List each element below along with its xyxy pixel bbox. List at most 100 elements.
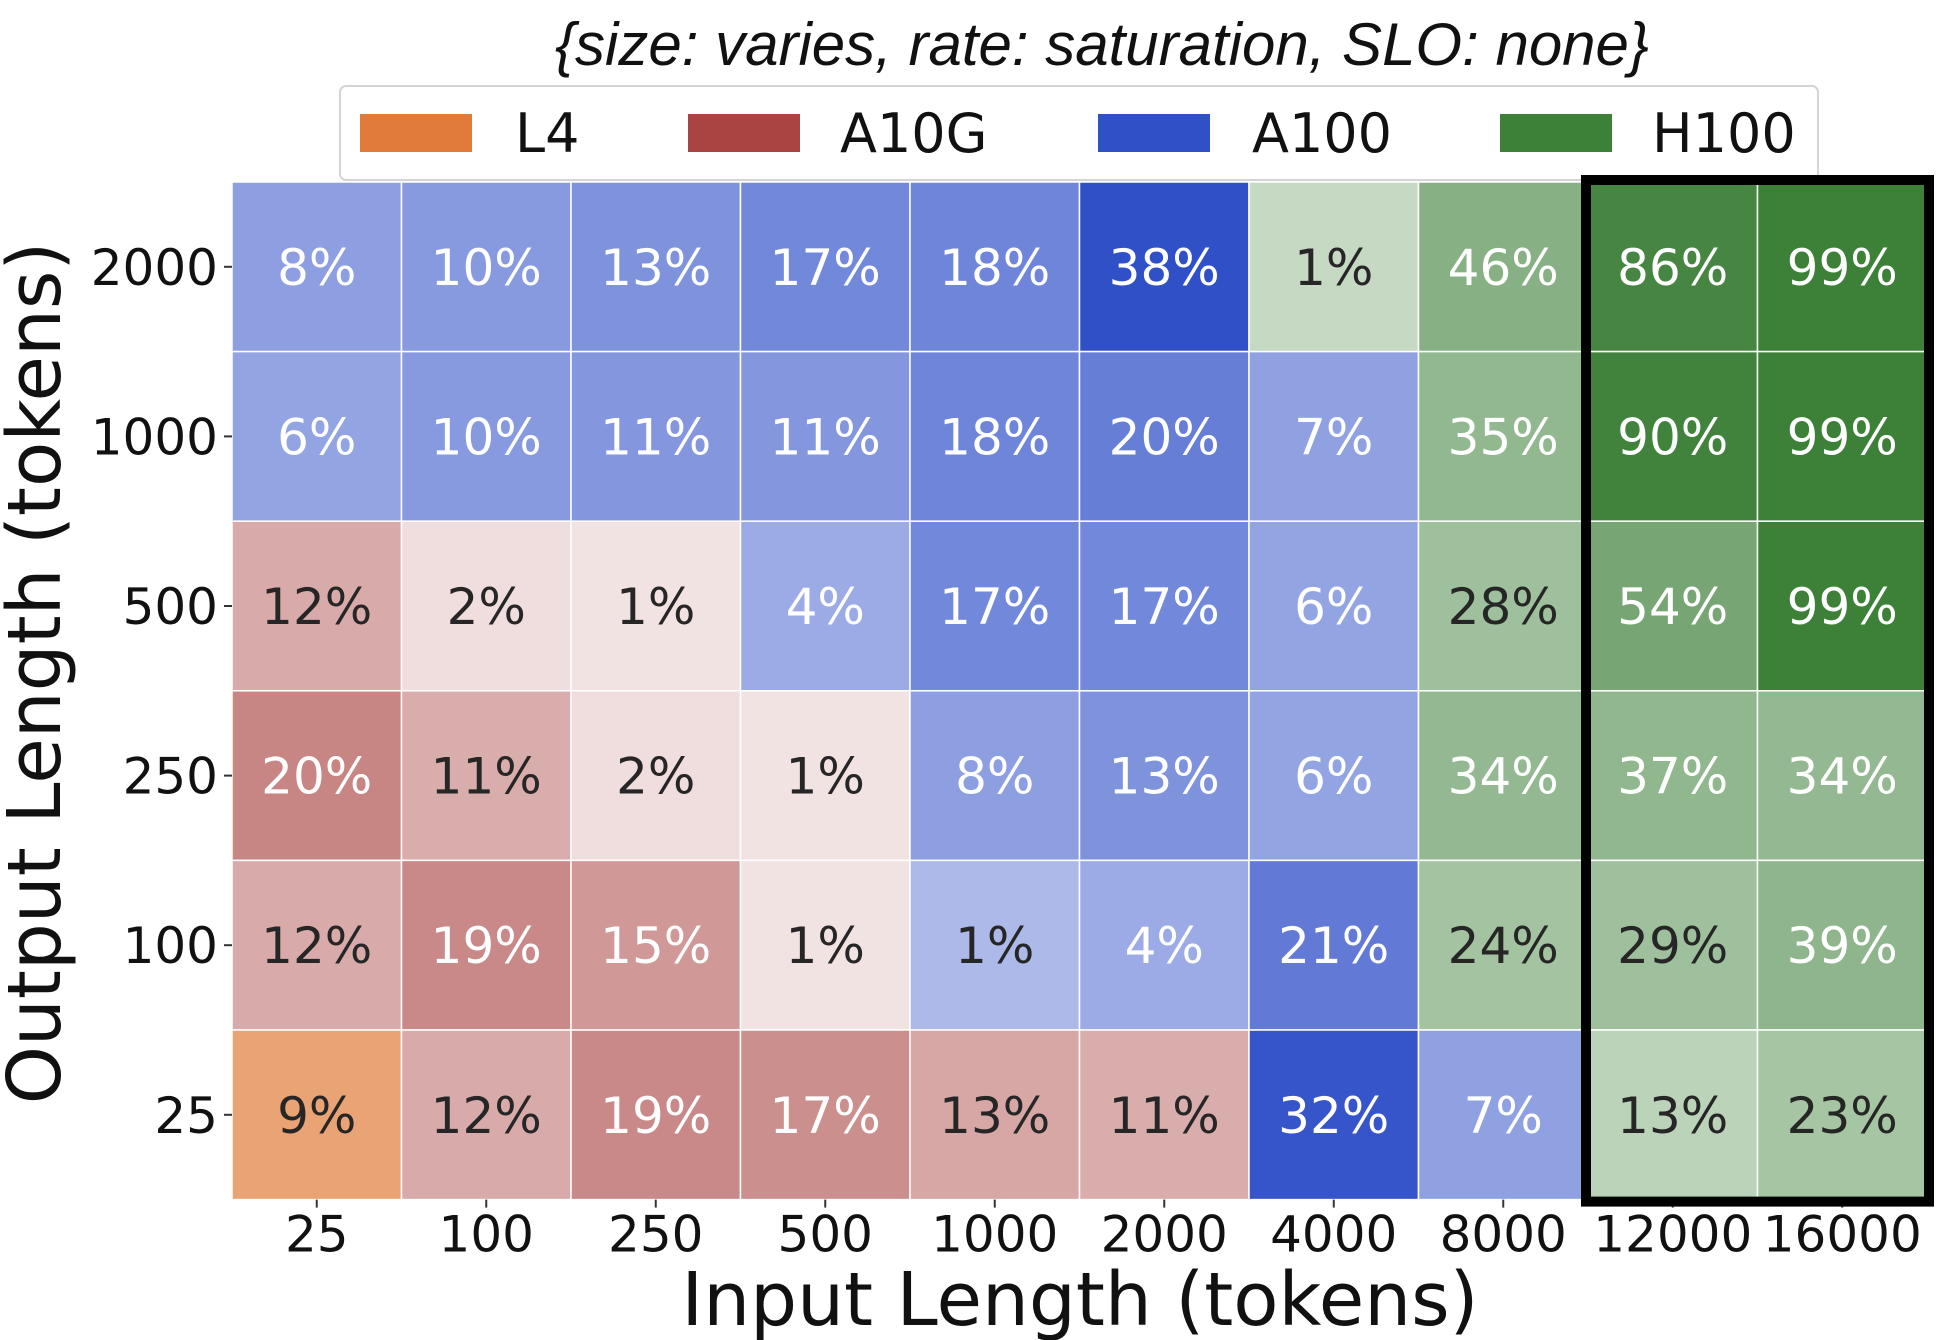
y-tick-label: 250 <box>123 748 218 806</box>
cell-label: 2% <box>616 748 695 806</box>
cell-label: 99% <box>1787 408 1898 466</box>
cell-label: 46% <box>1448 239 1559 297</box>
cell-label: 11% <box>1109 1087 1220 1145</box>
heatmap-cell <box>1248 350 1420 522</box>
x-tick-label: 1000 <box>931 1206 1058 1264</box>
cell-label: 54% <box>1617 578 1728 636</box>
heatmap-cell <box>570 181 742 353</box>
cell-label: 9% <box>277 1087 356 1145</box>
heatmap-cell <box>570 1029 742 1201</box>
y-tick-label: 500 <box>123 578 218 636</box>
heatmap-cell <box>909 1029 1081 1201</box>
heatmap-cell <box>739 1029 911 1201</box>
cell-label: 1% <box>616 578 695 636</box>
legend-swatch-a100 <box>1098 114 1210 152</box>
x-tick-label: 4000 <box>1270 1206 1397 1264</box>
cell-label: 99% <box>1787 578 1898 636</box>
y-tick-label: 100 <box>123 917 218 975</box>
legend-swatch-a10g <box>688 114 800 152</box>
heatmap-cell <box>1248 859 1420 1031</box>
cell-label: 11% <box>770 408 881 466</box>
cell-label: 6% <box>277 408 356 466</box>
cell-label: 1% <box>786 748 865 806</box>
cell-label: 8% <box>277 239 356 297</box>
legend-swatch-h100 <box>1500 114 1612 152</box>
cell-label: 4% <box>786 578 865 636</box>
cell-label: 28% <box>1448 578 1559 636</box>
x-tick-label: 8000 <box>1440 1206 1567 1264</box>
heatmap-cell <box>1756 350 1928 522</box>
cell-label: 34% <box>1787 748 1898 806</box>
cell-label: 13% <box>600 239 711 297</box>
cell-label: 17% <box>770 1087 881 1145</box>
heatmap-cell <box>400 350 572 522</box>
chart-title: {size: varies, rate: saturation, SLO: no… <box>555 11 1649 78</box>
cell-label: 21% <box>1278 917 1389 975</box>
cell-label: 12% <box>261 917 372 975</box>
x-axis-label: Input Length (tokens) <box>681 1257 1478 1340</box>
legend-box <box>339 85 1819 181</box>
heatmap-cell <box>1078 181 1250 353</box>
cell-label: 6% <box>1294 748 1373 806</box>
heatmap-cell <box>1078 520 1250 692</box>
cell-label: 18% <box>939 239 1050 297</box>
heatmap-cell <box>1587 520 1759 692</box>
cell-label: 13% <box>1109 748 1220 806</box>
x-tick-label: 25 <box>285 1206 349 1264</box>
heatmap-cell <box>1756 1029 1928 1201</box>
heatmap-cell <box>400 181 572 353</box>
x-tick-label: 100 <box>439 1206 534 1264</box>
heatmap-cell <box>1417 350 1589 522</box>
x-tick-label: 12000 <box>1593 1206 1752 1264</box>
cell-label: 11% <box>431 748 542 806</box>
cell-label: 12% <box>431 1087 542 1145</box>
cell-label: 17% <box>770 239 881 297</box>
cell-label: 6% <box>1294 578 1373 636</box>
cell-label: 19% <box>600 1087 711 1145</box>
x-tick-label: 16000 <box>1763 1206 1922 1264</box>
heatmap-grid: 8% 10% 13% 17% 18% 38% 1% 46% 86% 99% 6% 10% 11% 11% 1… <box>231 181 1928 1201</box>
heatmap-cell <box>1417 520 1589 692</box>
cell-label: 4% <box>1125 917 1204 975</box>
cell-label: 17% <box>1109 578 1220 636</box>
heatmap-cell <box>400 1029 572 1201</box>
cell-label: 86% <box>1617 239 1728 297</box>
heatmap-cell <box>570 520 742 692</box>
heatmap-cell <box>400 859 572 1031</box>
cell-label: 20% <box>261 748 372 806</box>
heatmap-cell <box>1587 1029 1759 1201</box>
heatmap-cell <box>1248 520 1420 692</box>
cell-label: 15% <box>600 917 711 975</box>
heatmap-cell <box>1587 859 1759 1031</box>
cell-label: 11% <box>600 408 711 466</box>
heatmap-cell <box>1248 1029 1420 1201</box>
cell-label: 1% <box>1294 239 1373 297</box>
heatmap-cell <box>231 690 403 862</box>
heatmap-cell <box>909 859 1081 1031</box>
cell-label: 24% <box>1448 917 1559 975</box>
heatmap-cell <box>1756 859 1928 1031</box>
heatmap-cell <box>1587 181 1759 353</box>
heatmap-cell <box>1248 181 1420 353</box>
cell-label: 13% <box>939 1087 1050 1145</box>
x-tick-label: 500 <box>778 1206 873 1264</box>
heatmap-cell <box>1756 520 1928 692</box>
legend-swatch-l4 <box>360 114 472 152</box>
heatmap-cell <box>909 520 1081 692</box>
heatmap-cell <box>1078 859 1250 1031</box>
y-tick-label: 25 <box>154 1087 218 1145</box>
cell-label: 12% <box>261 578 372 636</box>
cell-label: 35% <box>1448 408 1559 466</box>
cell-label: 19% <box>431 917 542 975</box>
cell-label: 13% <box>1617 1087 1728 1145</box>
cell-label: 90% <box>1617 408 1728 466</box>
heatmap-cell <box>1078 1029 1250 1201</box>
cell-label: 2% <box>447 578 526 636</box>
cell-label: 10% <box>431 408 542 466</box>
heatmap-cell <box>1417 859 1589 1031</box>
cell-label: 99% <box>1787 239 1898 297</box>
heatmap-cell <box>1587 350 1759 522</box>
y-axis-label: Output Length (tokens) <box>0 242 78 1105</box>
x-tick-label: 2000 <box>1101 1206 1228 1264</box>
y-tick-label: 1000 <box>91 408 218 466</box>
